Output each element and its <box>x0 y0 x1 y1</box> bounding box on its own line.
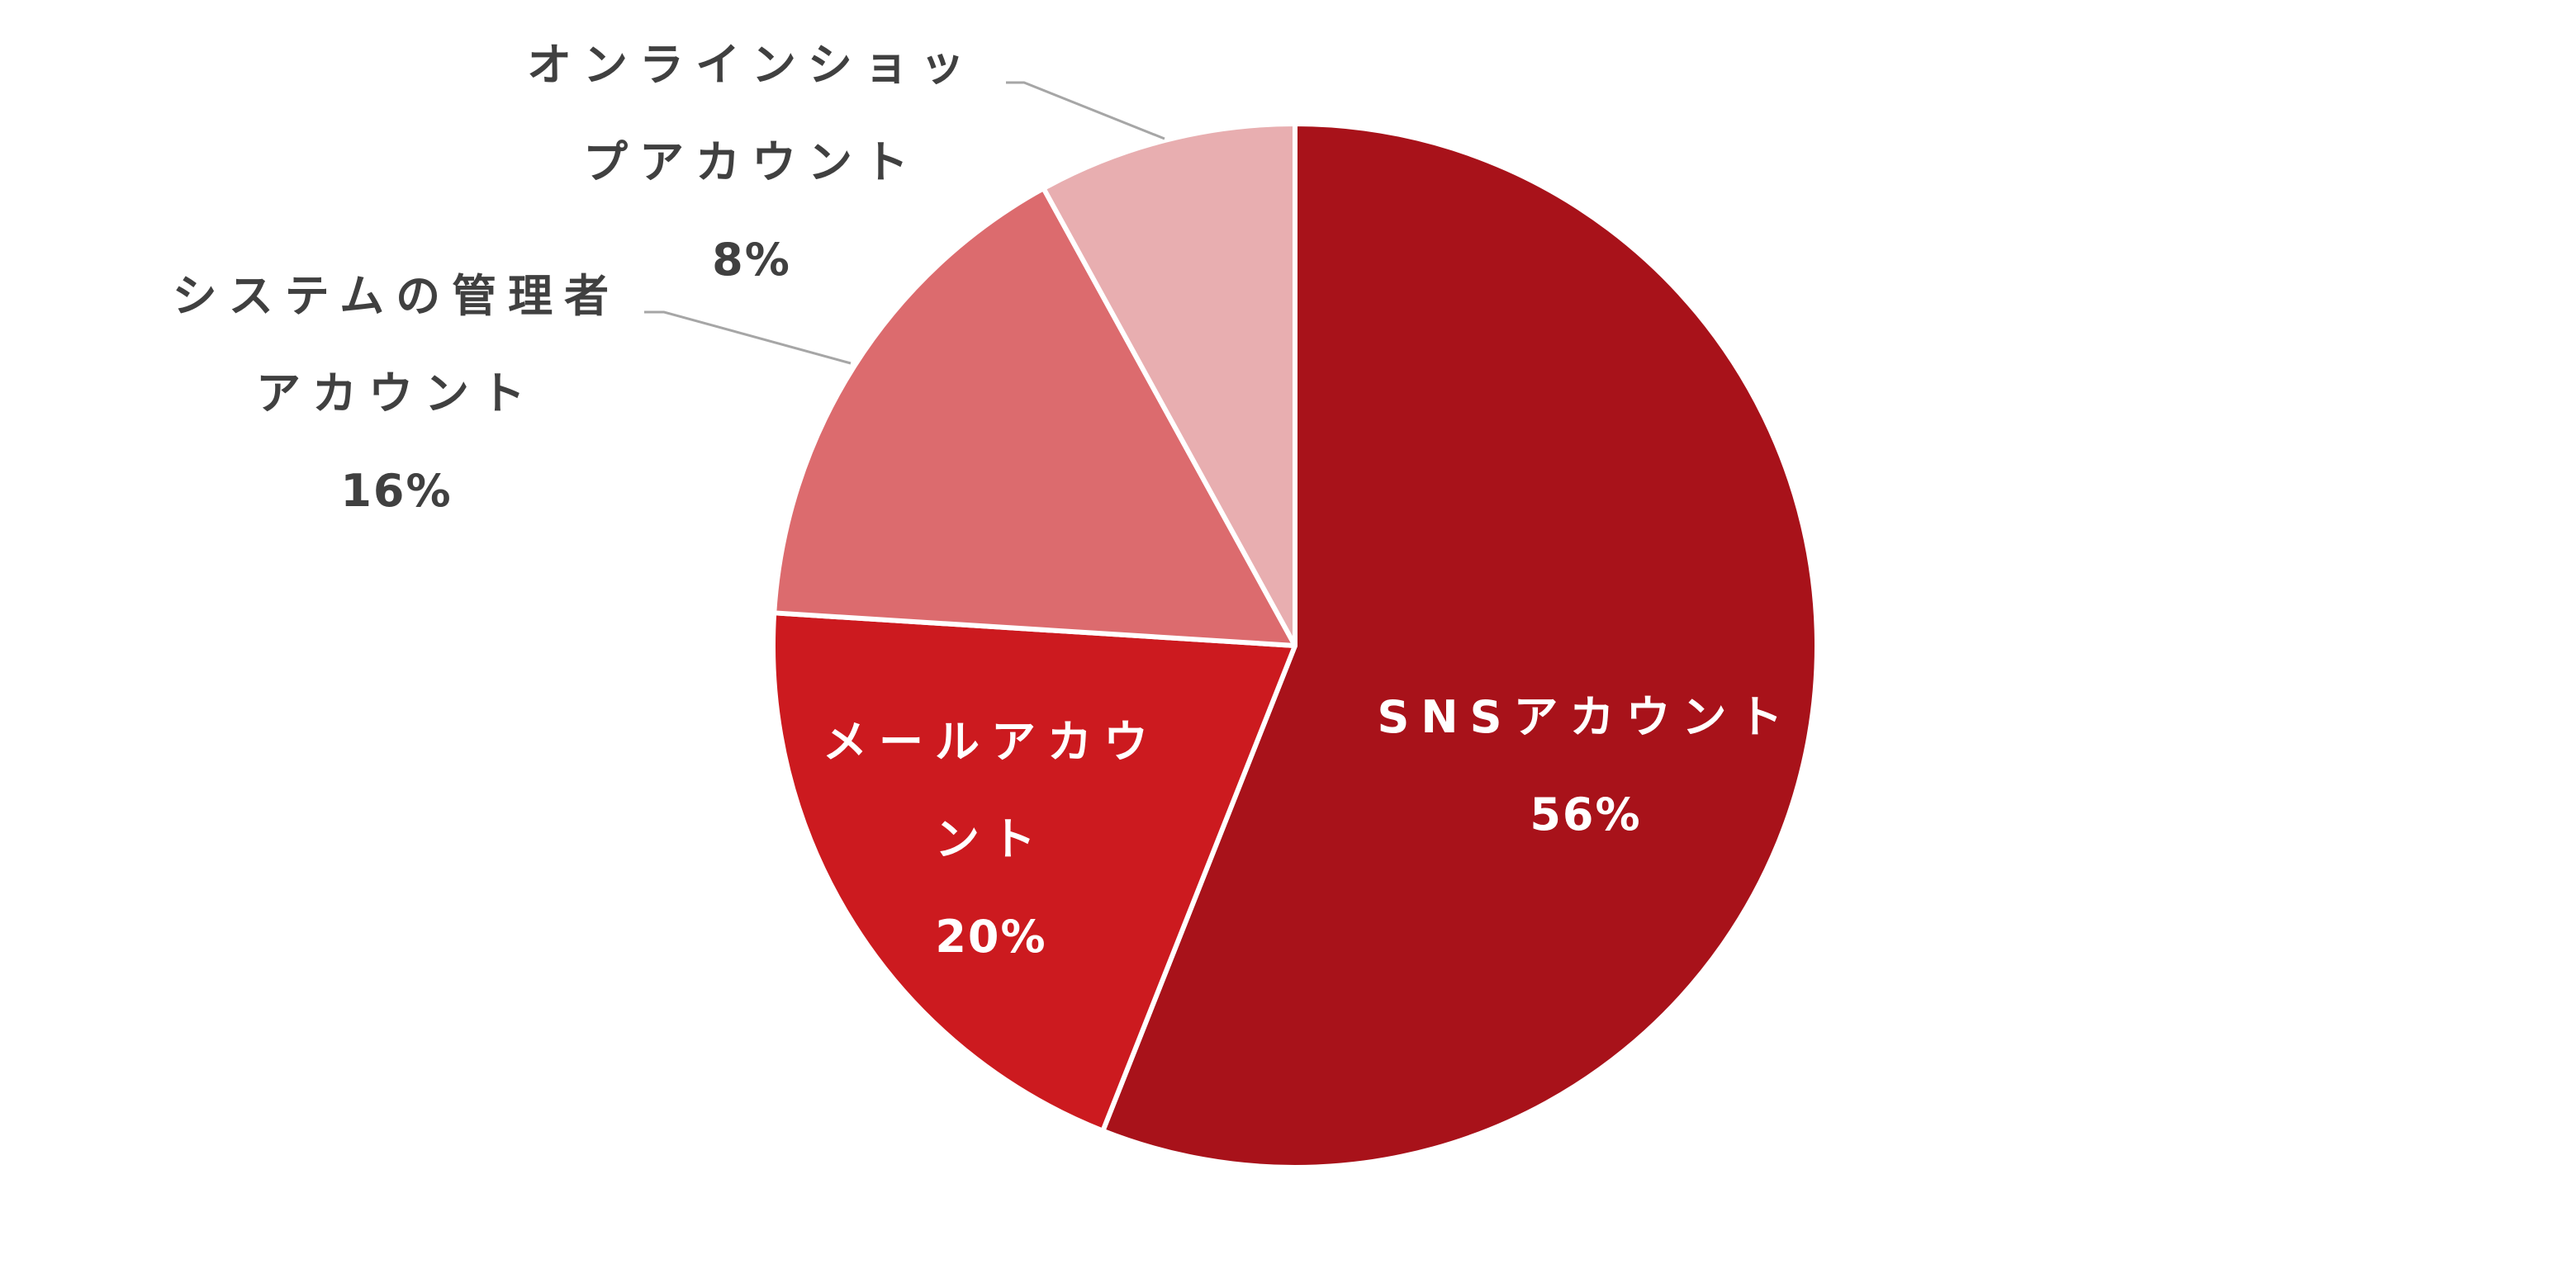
category-label: メールアカウント <box>823 716 1160 865</box>
category-label: SNSアカウント <box>1377 691 1795 743</box>
category-label: オンラインショップアカウント <box>527 39 976 188</box>
pie-slice <box>771 610 1297 1134</box>
pie-slice <box>1041 121 1297 648</box>
pie-slice <box>771 186 1297 648</box>
value-label: 56% <box>1530 788 1642 841</box>
value-label: 16% <box>340 465 453 517</box>
category-label: システムの管理者アカウント <box>172 270 621 419</box>
slice-label: オンラインショップアカウント 8% <box>504 17 999 309</box>
pie-slice <box>1100 121 1819 1170</box>
slice-label: メールアカウント 20% <box>805 694 1177 986</box>
value-label: 8% <box>712 234 791 286</box>
leader-line <box>1006 81 1165 140</box>
value-label: 20% <box>935 911 1047 963</box>
slice-label: SNSアカウント 56% <box>1214 669 1957 864</box>
leader-line <box>644 310 852 365</box>
slice-label: システムの管理者アカウント 16% <box>149 248 644 540</box>
